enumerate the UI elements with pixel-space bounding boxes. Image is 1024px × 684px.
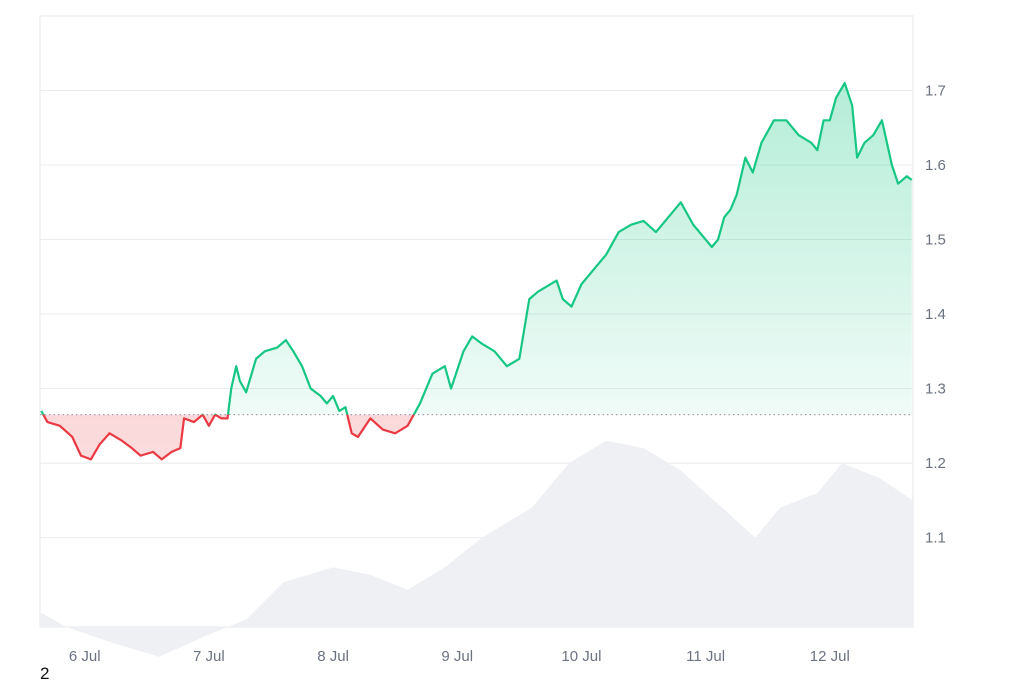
- volume-shape: [40, 440, 913, 657]
- y-tick-label: 1.7: [925, 83, 946, 100]
- footer-label: 2: [40, 664, 50, 683]
- price-line: [40, 81, 913, 461]
- x-tick-label: 12 Jul: [810, 648, 850, 665]
- y-tick-label: 1.4: [925, 306, 946, 323]
- y-tick-label: 1.1: [925, 530, 946, 547]
- price-area: [41, 83, 912, 460]
- x-axis: 6 Jul 7 Jul 8 Jul 9 Jul 10 Jul 11 Jul 12 Jul: [69, 648, 850, 665]
- volume-area: [40, 440, 913, 657]
- y-tick-label: 1.2: [925, 455, 946, 472]
- area-above-baseline: [41, 83, 912, 415]
- y-tick-label: 1.6: [925, 157, 946, 174]
- x-tick-label: 10 Jul: [561, 648, 601, 665]
- x-tick-label: 9 Jul: [441, 648, 473, 665]
- price-line-down: [42, 414, 416, 461]
- x-tick-label: 8 Jul: [317, 648, 349, 665]
- x-tick-label: 11 Jul: [686, 648, 725, 665]
- area-below-baseline: [43, 414, 414, 460]
- x-tick-label: 6 Jul: [69, 648, 101, 665]
- y-tick-label: 1.5: [925, 232, 946, 249]
- x-tick-label: 7 Jul: [193, 648, 225, 665]
- price-line-up: [40, 81, 913, 415]
- y-axis: 1.1 1.2 1.3 1.4 1.5 1.6 1.7: [925, 83, 946, 547]
- y-tick-label: 1.3: [925, 381, 946, 398]
